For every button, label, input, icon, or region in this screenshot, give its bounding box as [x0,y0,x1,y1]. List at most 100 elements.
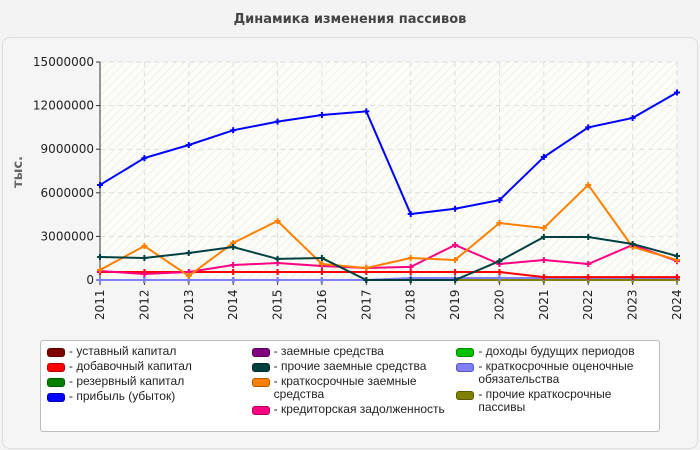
data-point [230,127,237,134]
y-tick-label: 6000000 [41,186,94,200]
data-point [185,141,192,148]
data-point [540,224,547,231]
data-point [97,254,103,261]
x-tick-label: 2024 [670,289,684,320]
x-tick-label: 2016 [315,289,329,320]
legend-label: - прочие краткосрочные пассивы [478,387,612,414]
data-point [496,269,503,276]
legend-item[interactable]: - прибыль (убыток) [47,390,244,403]
plot-area [100,62,677,280]
data-point [540,154,547,161]
series-line [99,235,678,281]
data-point [97,181,103,188]
series-line [99,91,678,216]
x-tick-label: 2017 [359,289,373,320]
x-tick-label: 2018 [404,289,418,320]
line-chart: тыс. 0 3000000 6000000 9000000 12000000 15000… [11,55,684,320]
data-point [363,264,370,271]
data-point [141,271,148,278]
data-point [540,274,547,281]
data-point [496,220,503,227]
legend-swatch [47,363,65,372]
legend-item[interactable]: - доходы будущих периодов [456,345,653,358]
data-point [407,255,414,262]
data-point [407,263,414,270]
data-point [274,217,281,224]
x-tick-label: 2021 [537,289,551,320]
legend-swatch [251,406,270,415]
y-tick-label: 12000000 [33,99,94,113]
data-point [629,274,636,281]
data-point [496,197,503,204]
legend-item[interactable]: - прочие заемные средства [251,360,449,373]
legend-item[interactable]: - краткосрочные оценочные обязательства [456,360,653,386]
data-point [407,269,414,276]
series-3 [97,89,680,218]
data-point [274,277,281,283]
y-tick-label: 9000000 [41,142,94,156]
data-point [318,261,325,268]
data-point [141,155,148,162]
data-point [452,277,459,283]
x-tick-label: 2022 [581,289,595,320]
legend-item[interactable]: - заемные средства [251,344,449,358]
legend-swatch [251,348,270,357]
x-tick-label: 2019 [448,289,462,320]
legend-swatch [456,348,475,357]
legend-label: - краткосрочные заемные средства [273,374,417,401]
legend-label: - заемные средства [273,344,384,358]
data-point [452,205,459,212]
data-point [97,277,103,283]
data-point [585,261,592,268]
legend-column: - уставный капитал - добавочный капитал - … [47,345,244,427]
series-6 [97,181,680,279]
x-tick-label: 2023 [626,289,640,320]
legend-item[interactable]: - краткосрочные заемные средства [251,374,449,401]
data-point [230,269,237,276]
data-point [230,262,237,269]
legend-column: - заемные средства - прочие заемные средс… [251,344,449,427]
data-point [540,233,547,240]
data-point [674,89,680,96]
data-point [496,274,503,281]
y-tick-label: 3000000 [41,229,94,243]
legend-swatch [47,378,65,387]
series-5 [97,233,680,283]
data-point [141,255,148,262]
legend-item[interactable]: - добавочный капитал [47,360,244,373]
x-tick-label: 2014 [226,289,240,320]
x-tick-label: 2011 [93,289,107,320]
data-point [496,258,503,265]
y-tick-label: 15000000 [33,55,94,69]
chart-title: Динамика изменения пассивов [233,12,467,27]
data-point [141,277,148,283]
data-point [363,108,370,115]
legend: - уставный капитал - добавочный капитал - … [40,340,660,432]
data-point [363,277,370,283]
data-point [185,272,192,279]
legend-item[interactable]: - кредиторская задолженность [251,403,449,416]
legend-label: - уставный капитал [69,344,177,358]
legend-swatch [456,363,475,372]
legend-item[interactable]: - резервный капитал [47,375,244,388]
data-point [585,274,592,281]
y-tick-label: 0 [86,273,94,287]
data-point [452,256,459,263]
data-point [585,233,592,240]
legend-item[interactable]: - прочие краткосрочные пассивы [456,388,653,414]
legend-item[interactable]: - уставный капитал [47,345,244,358]
data-point [185,249,192,256]
data-point [318,112,325,119]
data-point [141,242,148,249]
data-point [318,269,325,276]
data-point [452,269,459,276]
data-point [452,241,459,248]
data-point [318,277,325,283]
legend-label: - резервный капитал [69,374,185,388]
data-point [407,211,414,218]
data-point [230,244,237,251]
y-axis-label: тыс. [11,156,26,188]
data-point [230,277,237,283]
legend-label: - краткосрочные оценочные обязательства [478,359,634,386]
data-point [674,274,680,281]
